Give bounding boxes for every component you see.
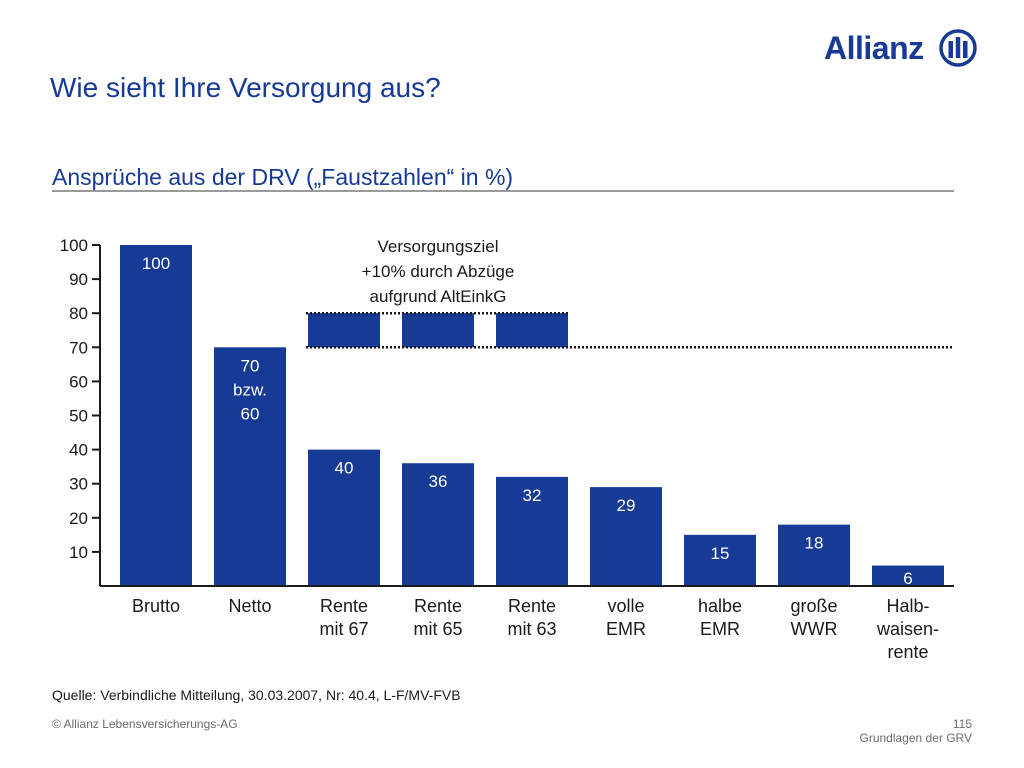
- y-tick-label: 40: [69, 441, 88, 460]
- bar: [778, 524, 850, 586]
- bar-value-label: 60: [241, 404, 260, 423]
- category-label: große: [790, 596, 837, 616]
- category-label: EMR: [700, 619, 740, 639]
- y-tick-label: 50: [69, 407, 88, 426]
- category-label: mit 65: [413, 619, 462, 639]
- y-tick-label: 100: [60, 236, 88, 255]
- copyright-notice: © Allianz Lebensversicherungs-AG: [52, 717, 238, 731]
- bar: [402, 463, 474, 586]
- page-number: 115: [952, 717, 972, 731]
- category-label: WWR: [791, 619, 838, 639]
- category-label: rente: [887, 642, 928, 662]
- bar: [496, 476, 568, 586]
- bar: [590, 487, 662, 586]
- allianz-eagle-icon: [939, 29, 977, 67]
- chart-subtitle: Ansprüche aus der DRV („Faustzahlen“ in …: [52, 164, 514, 190]
- subtitle-divider: [52, 190, 954, 192]
- page-title: Wie sieht Ihre Versorgung aus?: [50, 72, 441, 103]
- target-annotation: Versorgungsziel: [378, 237, 499, 256]
- allianz-logo: Allianz: [822, 28, 977, 72]
- bar-value-label: 100: [142, 254, 170, 273]
- bar: [214, 347, 286, 586]
- category-label: EMR: [606, 619, 646, 639]
- category-label: volle: [607, 596, 644, 616]
- bar: [684, 534, 756, 586]
- y-tick-label: 30: [69, 475, 88, 494]
- category-label: Netto: [228, 596, 271, 616]
- target-annotation: aufgrund AltEinkG: [369, 287, 506, 306]
- category-label: Rente: [508, 596, 556, 616]
- category-label: waisen-: [876, 619, 939, 639]
- y-tick-label: 20: [69, 509, 88, 528]
- category-label: mit 67: [319, 619, 368, 639]
- bar-value-label: 36: [429, 472, 448, 491]
- bar-value-label: 70: [241, 356, 260, 375]
- category-label: Brutto: [132, 596, 180, 616]
- bar-value-label: 40: [335, 459, 354, 478]
- bar-value-label: 32: [523, 486, 542, 505]
- y-tick-label: 10: [69, 543, 88, 562]
- bar-value-label: 6: [903, 569, 912, 588]
- category-label: Rente: [414, 596, 462, 616]
- y-tick-label: 70: [69, 338, 88, 357]
- category-label: Halb-: [886, 596, 929, 616]
- target-range-box: [308, 313, 380, 348]
- bar: [308, 449, 380, 586]
- y-tick-label: 90: [69, 270, 88, 289]
- bar-value-label: 18: [805, 534, 824, 553]
- section-name: Grundlagen der GRV: [859, 731, 972, 745]
- category-label: mit 63: [507, 619, 556, 639]
- bar-value-label: 15: [711, 544, 730, 563]
- bar: [872, 565, 944, 586]
- y-tick-label: 80: [69, 304, 88, 323]
- target-annotation: +10% durch Abzüge: [362, 262, 515, 281]
- brand-name: Allianz: [824, 30, 924, 66]
- category-label: Rente: [320, 596, 368, 616]
- bar: [120, 245, 192, 586]
- bar-value-label: bzw.: [233, 380, 267, 399]
- category-label: halbe: [698, 596, 742, 616]
- bar-value-label: 29: [617, 496, 636, 515]
- y-tick-label: 60: [69, 372, 88, 391]
- target-range-box: [402, 313, 474, 348]
- source-note: Quelle: Verbindliche Mitteilung, 30.03.2…: [52, 687, 461, 703]
- target-range-box: [496, 313, 568, 348]
